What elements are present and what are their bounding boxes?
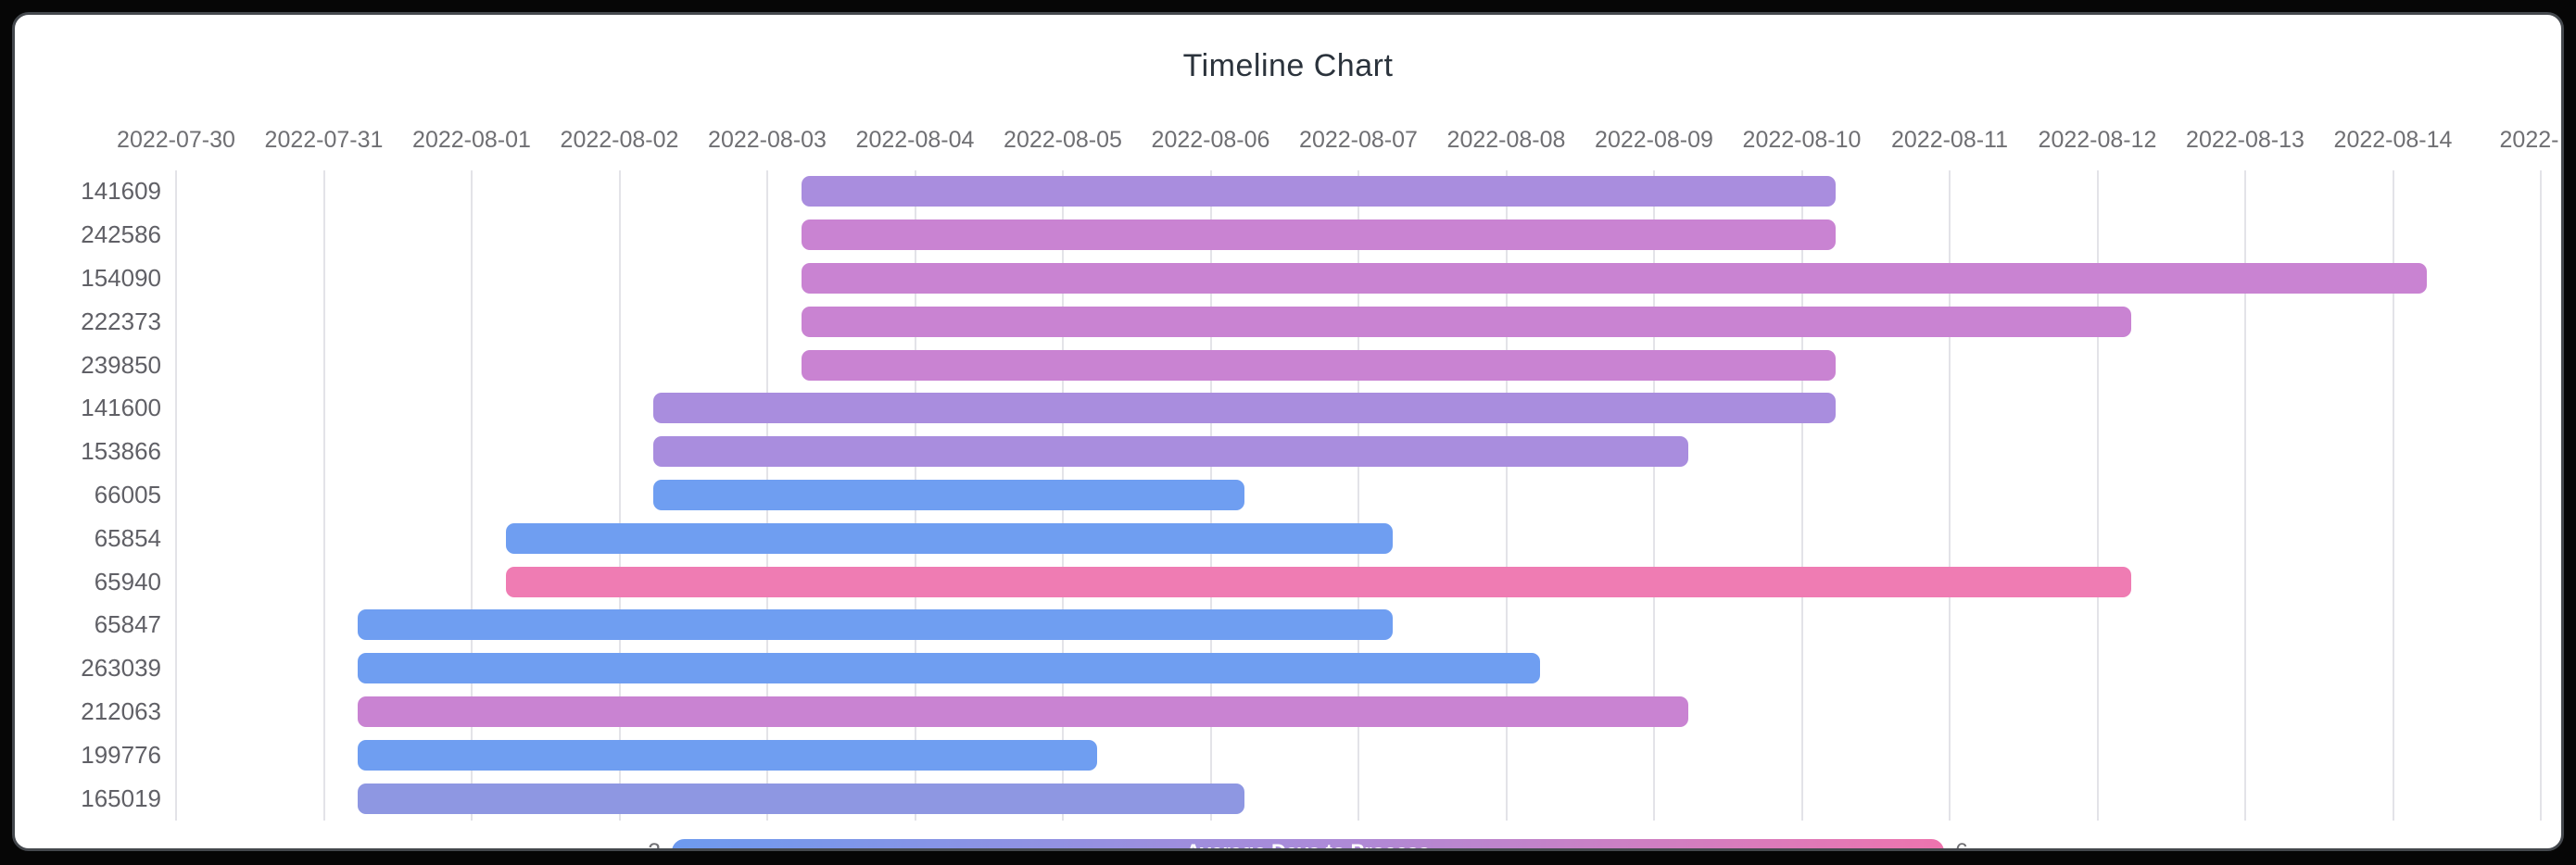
row-label: 65940 <box>94 567 161 595</box>
timeline-bar[interactable] <box>801 176 1837 207</box>
timeline-bar[interactable] <box>358 653 1541 684</box>
gridline <box>618 170 621 821</box>
x-tick-label: 2022-08-10 <box>1742 127 1862 153</box>
x-tick-label: 2022-08-03 <box>708 127 827 153</box>
x-tick-label: 2022-07-30 <box>117 127 235 153</box>
timeline-bar[interactable] <box>801 306 2132 337</box>
row-label: 66005 <box>94 481 161 508</box>
gridline <box>471 170 473 821</box>
x-tick-label: 2022-07-31 <box>264 127 384 153</box>
row-label: 154090 <box>81 264 161 292</box>
x-tick-label: 2022-08-13 <box>2186 127 2305 153</box>
x-tick-label: 2022-08-14 <box>2333 127 2453 153</box>
gridline <box>1949 170 1951 821</box>
legend-gradient-bar: Average Days to Process <box>672 839 1944 848</box>
x-tick-label: 2022-08-02 <box>560 127 679 153</box>
timeline-bar[interactable] <box>358 783 1245 814</box>
row-label: 199776 <box>81 740 161 769</box>
x-tick-label: 2022-08-12 <box>2038 127 2157 153</box>
legend-min-label: 2 <box>570 839 661 848</box>
timeline-bar[interactable] <box>358 609 1393 641</box>
timeline-bar[interactable] <box>653 480 1245 510</box>
gridline <box>2244 170 2246 821</box>
gridline <box>1653 170 1655 821</box>
x-tick-label: 2022-08-09 <box>1595 127 1713 153</box>
x-tick-label: 2022-08-05 <box>1004 127 1122 153</box>
legend-max-label: 6 <box>1955 839 2046 848</box>
x-tick-label: 2022-… <box>2499 127 2561 153</box>
row-label: 141600 <box>81 394 161 422</box>
row-label: 65854 <box>94 523 161 552</box>
timeline-bar[interactable] <box>358 739 1097 771</box>
gridline <box>1505 170 1508 821</box>
gridline <box>2540 170 2542 821</box>
x-tick-label: 2022-08-06 <box>1151 127 1270 153</box>
timeline-bar[interactable] <box>801 263 2428 294</box>
timeline-bar[interactable] <box>801 349 1837 381</box>
timeline-bar[interactable] <box>505 566 2132 597</box>
row-label: 141609 <box>81 177 161 206</box>
x-tick-label: 2022-08-04 <box>855 127 975 153</box>
x-tick-label: 2022-08-08 <box>1446 127 1566 153</box>
timeline-bar[interactable] <box>358 696 1688 727</box>
timeline-bar[interactable] <box>801 219 1837 251</box>
timeline-bar[interactable] <box>505 522 1393 554</box>
chart-title: Timeline Chart <box>1182 48 1394 83</box>
row-label: 153866 <box>81 437 161 466</box>
timeline-bar[interactable] <box>653 393 1837 424</box>
row-label: 212063 <box>81 697 161 725</box>
row-label: 222373 <box>81 307 161 335</box>
row-label: 239850 <box>81 350 161 379</box>
chart-card: Timeline Chart 2 Average Days to Process… <box>12 12 2564 851</box>
gridline <box>322 170 325 821</box>
row-label: 263039 <box>81 654 161 683</box>
row-label: 65847 <box>94 610 161 639</box>
gridline <box>2392 170 2394 821</box>
gridline <box>175 170 177 821</box>
row-label: 242586 <box>81 220 161 249</box>
x-tick-label: 2022-08-01 <box>412 127 531 153</box>
x-tick-label: 2022-08-07 <box>1299 127 1418 153</box>
x-tick-label: 2022-08-11 <box>1890 127 2009 153</box>
gridline <box>2096 170 2099 821</box>
gridline <box>1800 170 1803 821</box>
gridline <box>1357 170 1359 821</box>
timeline-bar[interactable] <box>653 436 1688 468</box>
row-label: 165019 <box>81 784 161 812</box>
